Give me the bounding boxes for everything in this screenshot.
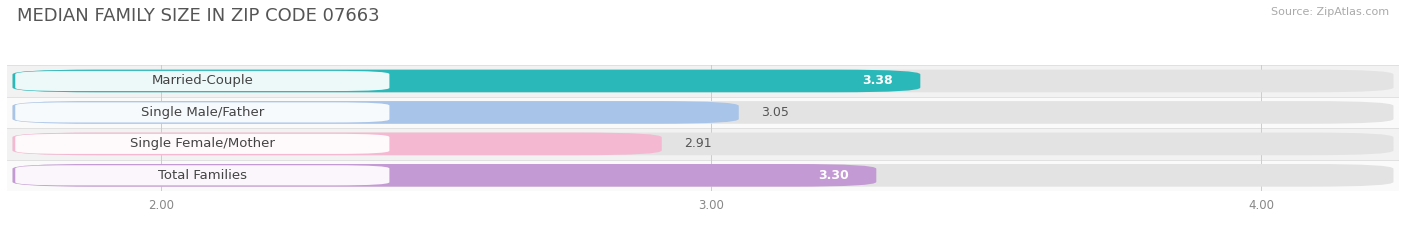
FancyBboxPatch shape	[13, 101, 1393, 124]
FancyBboxPatch shape	[13, 101, 738, 124]
FancyBboxPatch shape	[13, 164, 1393, 187]
FancyBboxPatch shape	[13, 133, 662, 155]
Text: 3.30: 3.30	[818, 169, 849, 182]
FancyBboxPatch shape	[15, 71, 389, 91]
FancyBboxPatch shape	[13, 164, 876, 187]
Bar	[7, 97, 1399, 128]
Text: Married-Couple: Married-Couple	[152, 75, 253, 87]
FancyBboxPatch shape	[13, 133, 1393, 155]
Text: 3.05: 3.05	[761, 106, 789, 119]
Text: Total Families: Total Families	[157, 169, 247, 182]
Bar	[7, 160, 1399, 191]
FancyBboxPatch shape	[13, 70, 921, 92]
FancyBboxPatch shape	[15, 165, 389, 185]
Text: Single Female/Mother: Single Female/Mother	[129, 137, 274, 150]
Text: 2.91: 2.91	[683, 137, 711, 150]
Bar	[7, 128, 1399, 160]
FancyBboxPatch shape	[15, 134, 389, 154]
Bar	[7, 65, 1399, 97]
Text: Source: ZipAtlas.com: Source: ZipAtlas.com	[1271, 7, 1389, 17]
Text: Single Male/Father: Single Male/Father	[141, 106, 264, 119]
Text: 3.38: 3.38	[862, 75, 893, 87]
Text: MEDIAN FAMILY SIZE IN ZIP CODE 07663: MEDIAN FAMILY SIZE IN ZIP CODE 07663	[17, 7, 380, 25]
FancyBboxPatch shape	[13, 70, 1393, 92]
FancyBboxPatch shape	[15, 102, 389, 123]
